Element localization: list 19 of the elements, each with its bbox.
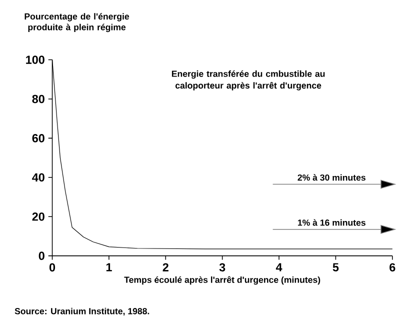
x-tick-label: 3 — [219, 262, 226, 272]
y-tick-label: 0 — [38, 251, 44, 260]
y-tick-label: 80 — [32, 94, 44, 103]
annotation: 2% à 30 minutes — [298, 174, 366, 180]
y-tick-label: 60 — [32, 134, 44, 142]
x-tick-label: 5 — [332, 262, 339, 272]
x-tick-label: 1 — [106, 262, 112, 272]
annotation: 1% à 16 minutes — [298, 219, 366, 226]
x-tick-label: 2 — [162, 262, 168, 272]
y-tick-label: 40 — [32, 173, 44, 182]
x-tick-label: 4 — [276, 262, 282, 272]
x-axis-title: Temps écoulé après l'arrêt d'urgence (minutes) — [124, 276, 320, 284]
text: Energie transférée du cmbustible au caloporteur après l'arrêt d'urgence — [172, 70, 325, 90]
y-axis-title: Pourcentage de l'énergie produite à plein régime — [24, 12, 130, 32]
y-tick-label: 100 — [26, 55, 44, 64]
x-tick-label: 0 — [49, 262, 56, 272]
source-note: Source: Uranium Institute, 1988. — [14, 308, 150, 316]
y-tick-label: 20 — [32, 212, 44, 221]
x-tick-label: 6 — [390, 262, 396, 272]
